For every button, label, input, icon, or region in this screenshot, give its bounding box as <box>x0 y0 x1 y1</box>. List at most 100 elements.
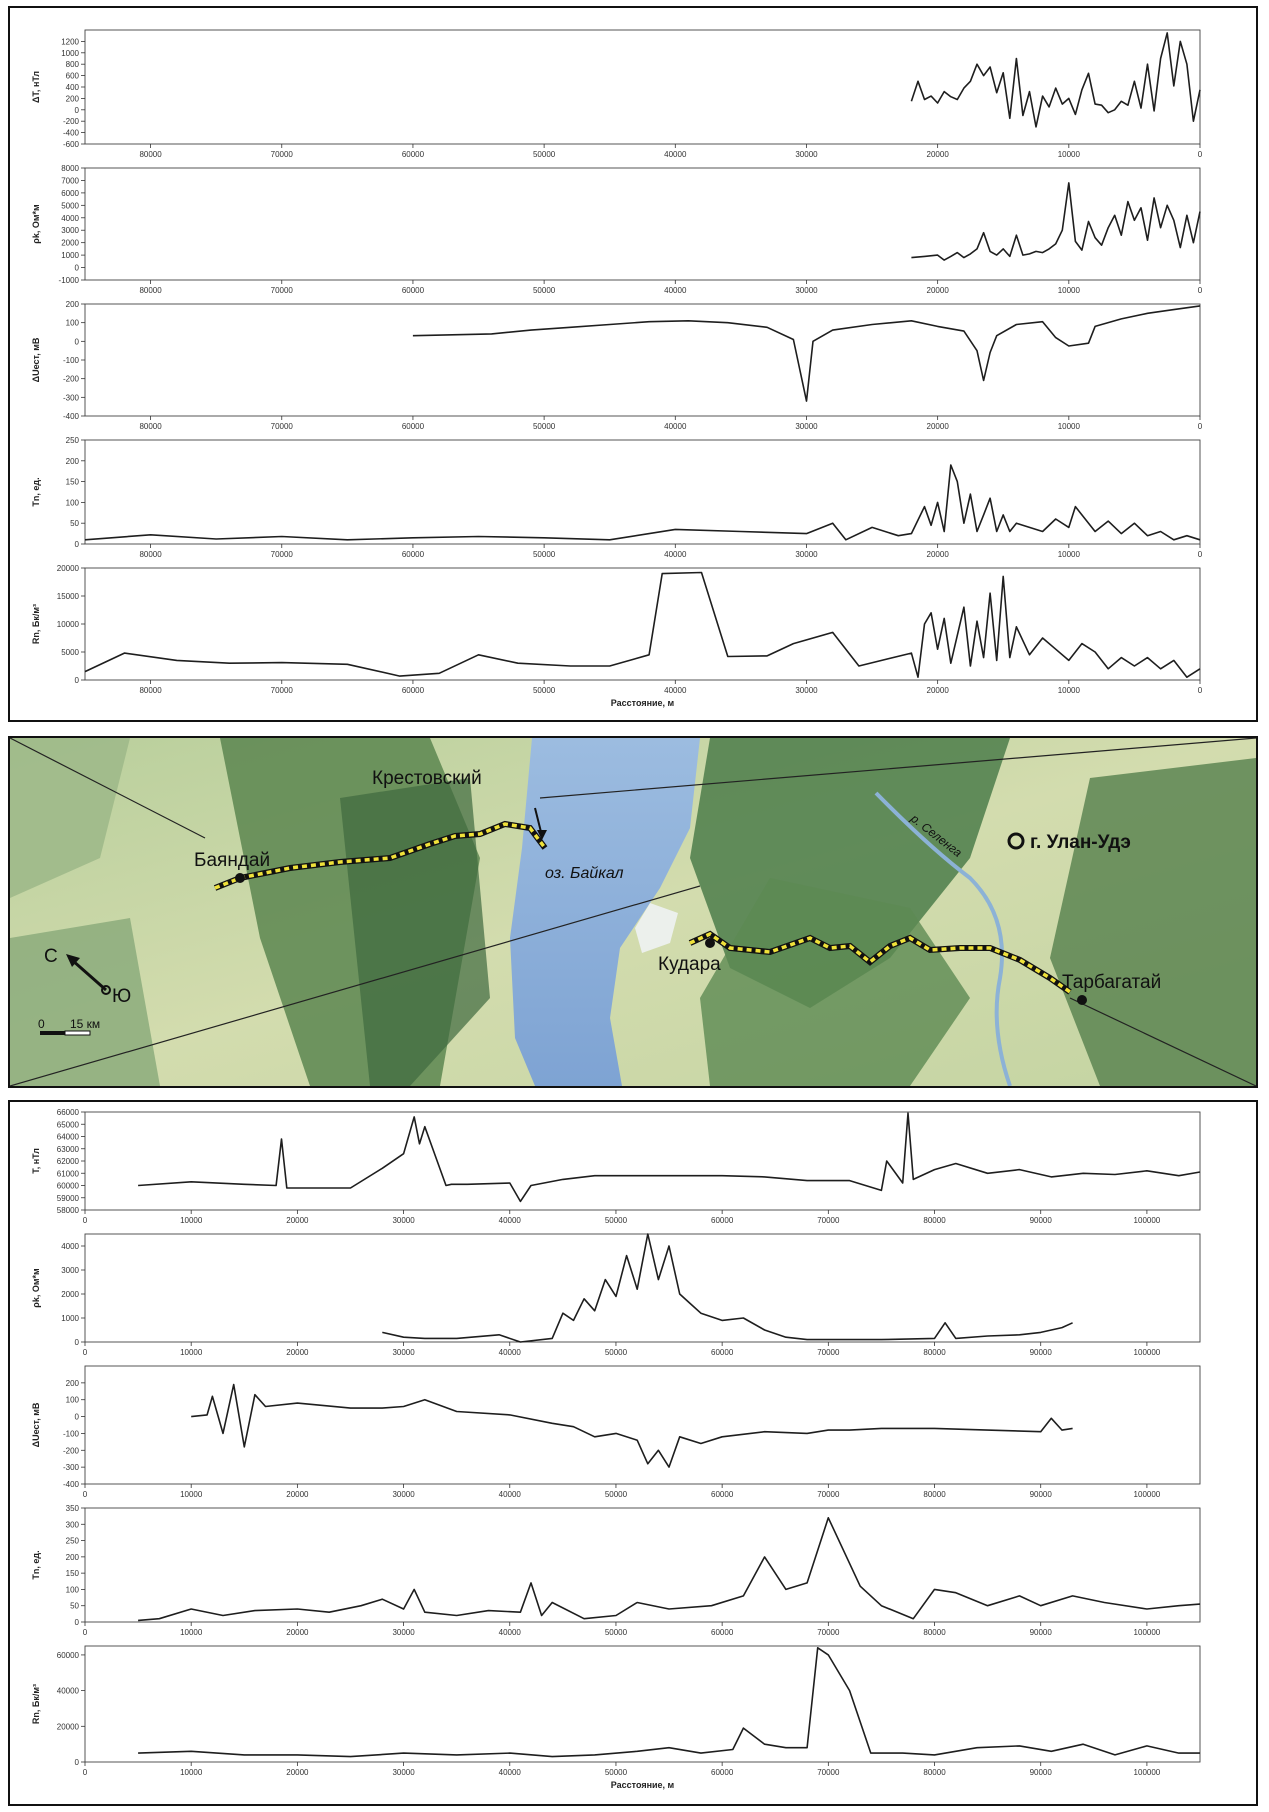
y-axis-label: Rn, Бк/м³ <box>31 1684 41 1724</box>
y-tick-label: 150 <box>66 1569 80 1578</box>
x-tick-label: 20000 <box>927 422 950 431</box>
x-tick-label: 10000 <box>180 1490 203 1499</box>
y-tick-label: 8000 <box>61 164 79 173</box>
y-tick-label: 20000 <box>57 564 80 573</box>
projection-line-2 <box>539 738 1256 799</box>
chart-frame <box>84 1111 1201 1211</box>
y-tick-label: 100 <box>66 319 80 328</box>
chart-top-Tn: 250 200 150 100 50 0 Tn, ед. 80000 70000 60000 500… <box>31 436 1203 559</box>
x-tick-label: 10000 <box>1058 150 1081 159</box>
x-tick-label: 40000 <box>664 286 687 295</box>
marker-tarbagatay <box>1077 995 1087 1005</box>
x-tick-label: 30000 <box>392 1348 415 1357</box>
compass: С Ю <box>44 946 131 1007</box>
y-tick-label: 5000 <box>61 201 79 210</box>
y-tick-label: 3000 <box>61 226 79 235</box>
x-tick-label: 60000 <box>402 550 425 559</box>
y-tick-label: 10000 <box>57 620 80 629</box>
x-tick-label: 50000 <box>533 550 556 559</box>
chart-frame <box>84 1233 1201 1343</box>
y-tick-label: 1000 <box>61 49 79 58</box>
bottom-profiles-panel: 66000 65000 64000 63000 62000 61000 60000 59000… <box>8 1100 1258 1806</box>
x-tick-label: 10000 <box>180 1628 203 1637</box>
y-tick-label: 6000 <box>61 189 79 198</box>
x-tick-label: 40000 <box>499 1628 522 1637</box>
y-axis-label: ρk, Ом*м <box>31 204 41 244</box>
lake-baikal <box>510 738 700 1086</box>
x-tick-label: 50000 <box>605 1348 628 1357</box>
forest-south <box>700 878 970 1086</box>
label-lake-baikal: оз. Байкал <box>545 865 624 882</box>
label-krestovsky: Крестовский <box>372 768 482 789</box>
y-tick-label: 800 <box>66 60 80 69</box>
series-line <box>84 571 1201 679</box>
x-tick-label: 80000 <box>923 1768 946 1777</box>
x-tick-label: 0 <box>1198 422 1203 431</box>
y-tick-label: -300 <box>63 1463 80 1472</box>
compass-arrowhead-icon <box>66 954 80 967</box>
y-tick-label: 1200 <box>61 37 79 46</box>
hills-nw <box>10 738 130 898</box>
x-tick-label: 100000 <box>1134 1216 1161 1225</box>
chart-bot-T: 66000 65000 64000 63000 62000 61000 60000 59000… <box>31 1108 1201 1225</box>
x-tick-label: 0 <box>1198 686 1203 695</box>
x-tick-label: 50000 <box>605 1490 628 1499</box>
label-bayanday: Баяндай <box>194 850 270 871</box>
y-tick-label: 400 <box>66 83 80 92</box>
x-tick-label: 30000 <box>795 150 818 159</box>
y-axis-label: ΔUест, мВ <box>31 337 41 382</box>
label-ulan-ude: г. Улан-Удэ <box>1030 832 1131 853</box>
x-tick-label: 10000 <box>1058 286 1081 295</box>
x-tick-label: 70000 <box>271 150 294 159</box>
x-tick-label: 30000 <box>392 1768 415 1777</box>
x-tick-label: 60000 <box>711 1628 734 1637</box>
x-tick-label: 40000 <box>499 1768 522 1777</box>
y-tick-label: 0 <box>75 106 80 115</box>
y-tick-label: 4000 <box>61 214 79 223</box>
x-tick-label: 0 <box>83 1768 88 1777</box>
y-tick-label: 0 <box>75 540 80 549</box>
x-tick-label: 40000 <box>499 1490 522 1499</box>
x-tick-label: 100000 <box>1134 1348 1161 1357</box>
x-tick-label: 30000 <box>795 686 818 695</box>
x-tick-label: 60000 <box>402 422 425 431</box>
x-tick-label: 10000 <box>180 1768 203 1777</box>
x-tick-label: 0 <box>83 1628 88 1637</box>
y-tick-label: 62000 <box>57 1157 80 1166</box>
x-tick-label: 50000 <box>605 1216 628 1225</box>
forest-east <box>1050 758 1256 1086</box>
series-line <box>911 182 1201 261</box>
y-tick-label: -400 <box>63 1480 80 1489</box>
y-tick-label: 40000 <box>57 1687 80 1696</box>
x-tick-label: 60000 <box>711 1348 734 1357</box>
chart-bot-Tn: 350 300 250 200 150 100 50 0 Tn, ед. 0 10000 20000 3… <box>31 1504 1201 1637</box>
series-line <box>910 32 1201 128</box>
delta-shoals <box>635 903 678 953</box>
scale-start-label: 0 <box>38 1017 45 1031</box>
y-axis-label: ρk, Ом*м <box>31 1268 41 1308</box>
x-tick-label: 70000 <box>271 550 294 559</box>
x-tick-label: 70000 <box>817 1490 840 1499</box>
x-axis-title: Расстояние, м <box>611 1780 675 1790</box>
y-tick-label: 200 <box>66 457 80 466</box>
x-tick-label: 10000 <box>180 1216 203 1225</box>
x-tick-label: 20000 <box>286 1216 309 1225</box>
x-tick-label: 60000 <box>402 286 425 295</box>
series-line <box>138 1516 1201 1622</box>
y-axis-label: T, нТл <box>31 1148 41 1174</box>
scale-bar: 0 15 км <box>38 1017 100 1036</box>
y-tick-label: 150 <box>66 478 80 487</box>
x-tick-label: 100000 <box>1134 1490 1161 1499</box>
x-tick-label: 20000 <box>286 1348 309 1357</box>
x-tick-label: 20000 <box>927 550 950 559</box>
x-tick-label: 90000 <box>1030 1628 1053 1637</box>
series-line <box>191 1383 1073 1468</box>
y-tick-label: 0 <box>75 337 80 346</box>
compass-north-label: С <box>44 946 58 967</box>
y-tick-label: 59000 <box>57 1194 80 1203</box>
scale-end-label: 15 км <box>70 1017 100 1031</box>
chart-top-rho: 800070006000500040003000200010000-1000ρk… <box>31 164 1203 295</box>
compass-origin-icon <box>101 985 111 995</box>
